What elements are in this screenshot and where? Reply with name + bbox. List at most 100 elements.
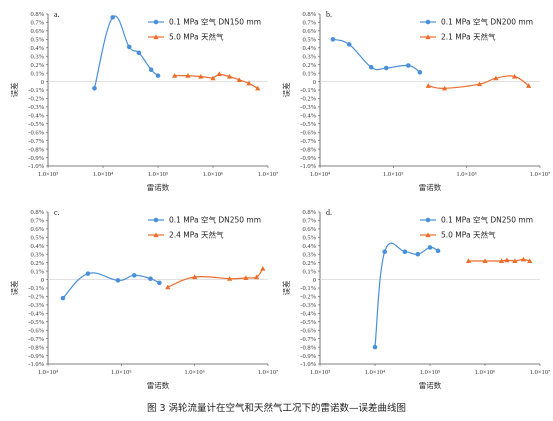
y-tick-label: -0.8% [28, 344, 44, 351]
y-tick-label: -0.3% [300, 302, 316, 309]
data-point [216, 71, 222, 77]
legend-marker [425, 217, 431, 223]
data-point [476, 81, 483, 87]
x-tick-label: 1.0×10⁶ [184, 369, 205, 376]
legend-marker [153, 217, 159, 223]
series-line [62, 272, 160, 299]
y-tick-label: -0.7% [300, 138, 316, 145]
x-tick-label: 1.0×10⁵ [148, 171, 169, 178]
y-tick-label: -0.3% [28, 302, 44, 309]
y-tick-label: 0.8% [302, 11, 316, 18]
data-point [60, 295, 66, 301]
chart-panel: 0.8% 0.7%0.6% 0.5%0.4%0.3% 0.2%0.1% 0-0.1% -0… [9, 10, 278, 192]
data-point [126, 44, 132, 50]
y-tick-label: 0.8% [30, 11, 44, 18]
legend-label: 5.0 MPa 天然气 [441, 230, 496, 240]
data-point [346, 42, 352, 47]
y-tick-label: 0.1% [30, 268, 44, 275]
data-point [254, 274, 260, 280]
data-point [330, 37, 336, 42]
y-tick-label: 0.7% [302, 20, 316, 27]
data-point [157, 280, 162, 286]
data-point [85, 271, 91, 276]
data-point [131, 273, 137, 278]
data-point [504, 257, 510, 263]
legend-marker [425, 34, 431, 40]
data-point [382, 249, 387, 254]
data-point [417, 69, 423, 75]
y-tick-label: 0 [313, 79, 316, 86]
x-tick-label: 1.0×10⁶ [456, 171, 477, 178]
y-tick-label: 0.1% [30, 70, 44, 77]
x-tick-label: 1.0×10³ [38, 171, 58, 178]
data-point [511, 73, 518, 79]
y-tick-label: -0.8% [300, 344, 316, 351]
y-tick-label: 0.7% [30, 20, 44, 27]
data-point [260, 265, 266, 271]
y-tick-label: -0.8% [28, 146, 44, 153]
y-tick-label: 0.6% [302, 28, 316, 35]
y-tick-label: 0.1% [302, 70, 316, 77]
y-tick-label: 0.6% [302, 226, 316, 233]
data-point [520, 256, 527, 262]
y-tick-label: -0.2% [300, 294, 316, 301]
y-tick-label: 0.8% [302, 209, 316, 216]
data-point [136, 50, 142, 56]
x-tick-label: 1.0×10⁵ [420, 369, 441, 376]
y-tick-label: -0.2% [28, 96, 44, 103]
y-axis-title: 误差 [9, 82, 19, 97]
y-tick-label: -1.0% [300, 361, 316, 368]
data-point [171, 73, 178, 78]
y-tick-label: 0.2% [30, 62, 44, 69]
y-tick-label: 0 [41, 79, 44, 86]
data-point [383, 65, 389, 71]
y-tick-label: 0.7% [30, 218, 44, 225]
y-tick-label: -0.2% [300, 96, 316, 103]
data-point [165, 284, 171, 290]
x-tick-label: 1.0×10⁷ [258, 369, 279, 376]
y-axis-title: 误差 [9, 280, 19, 295]
y-tick-label: -0.4% [28, 113, 44, 120]
data-point [406, 63, 411, 68]
y-tick-label: -0.8% [300, 146, 316, 153]
data-point [441, 85, 448, 91]
data-point [210, 75, 216, 81]
data-point [527, 258, 533, 264]
y-tick-label: -0.1% [28, 285, 44, 292]
y-tick-label: -0.6% [28, 327, 44, 334]
x-tick-label: 1.0×10⁷ [258, 171, 279, 178]
data-point [372, 344, 378, 350]
y-tick-label: 0.1% [302, 268, 316, 275]
data-point [498, 258, 505, 264]
y-tick-label: -0.1% [300, 285, 316, 292]
legend-label: 5.0 MPa 天然气 [169, 32, 224, 42]
data-point [465, 258, 472, 264]
data-point [402, 249, 408, 254]
data-point [227, 276, 233, 281]
y-tick-label: -0.1% [28, 87, 44, 94]
figure-caption: 图 3 涡轮流量计在空气和天然气工况下的雷诺数—误差曲线图 [146, 403, 407, 414]
y-tick-label: 0.5% [302, 37, 316, 44]
data-point [493, 75, 499, 81]
y-tick-label: -0.6% [300, 327, 316, 334]
y-tick-label: -0.6% [28, 129, 44, 136]
data-point [246, 80, 252, 86]
data-point [435, 248, 441, 254]
y-tick-label: 0.4% [302, 45, 316, 52]
series-line [167, 268, 264, 288]
data-point [148, 67, 154, 73]
legend-marker [425, 19, 431, 25]
y-tick-label: 0.7% [302, 218, 316, 225]
y-tick-label: 0.2% [302, 260, 316, 267]
series-line [468, 258, 530, 262]
panel-label: a. [54, 10, 60, 19]
y-tick-label: -0.7% [28, 336, 44, 343]
data-point [526, 83, 532, 88]
y-axis-title: 误差 [281, 82, 291, 97]
y-tick-label: 0.4% [302, 243, 316, 250]
y-tick-label: -0.3% [28, 104, 44, 111]
panel-label: b. [326, 10, 332, 19]
y-tick-label: -0.9% [300, 155, 316, 162]
data-point [226, 73, 233, 79]
